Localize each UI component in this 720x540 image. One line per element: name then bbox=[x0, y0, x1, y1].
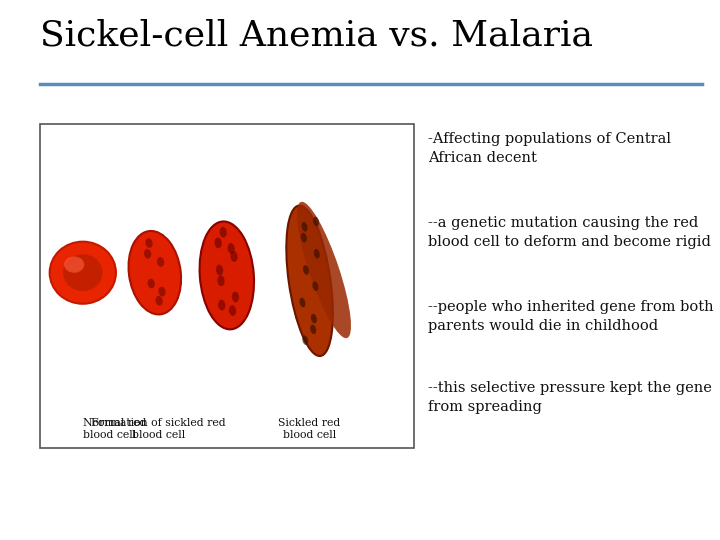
Ellipse shape bbox=[303, 265, 309, 275]
Ellipse shape bbox=[64, 256, 84, 273]
Ellipse shape bbox=[157, 257, 164, 267]
Ellipse shape bbox=[158, 287, 166, 296]
Ellipse shape bbox=[287, 206, 333, 356]
Bar bbox=[40, 124, 414, 448]
Text: --this selective pressure kept the gene
from spreading: --this selective pressure kept the gene … bbox=[428, 381, 712, 414]
Ellipse shape bbox=[311, 314, 317, 323]
Ellipse shape bbox=[310, 325, 316, 334]
Text: Sickel-cell Anemia vs. Malaria: Sickel-cell Anemia vs. Malaria bbox=[40, 18, 593, 52]
Ellipse shape bbox=[229, 305, 236, 316]
Ellipse shape bbox=[145, 238, 153, 248]
Ellipse shape bbox=[156, 296, 163, 306]
Ellipse shape bbox=[199, 221, 254, 329]
Text: Sickled red
blood cell: Sickled red blood cell bbox=[279, 418, 341, 440]
Ellipse shape bbox=[215, 238, 222, 248]
Text: Normal red
blood cell: Normal red blood cell bbox=[83, 418, 146, 440]
Ellipse shape bbox=[301, 233, 307, 242]
Ellipse shape bbox=[216, 265, 223, 275]
Ellipse shape bbox=[228, 243, 235, 254]
Text: --people who inherited gene from both
parents would die in childhood: --people who inherited gene from both pa… bbox=[428, 300, 714, 333]
Ellipse shape bbox=[300, 298, 305, 307]
Ellipse shape bbox=[218, 300, 225, 310]
Text: Formation of sickled red
blood cell: Formation of sickled red blood cell bbox=[91, 418, 225, 440]
Ellipse shape bbox=[312, 281, 318, 291]
Ellipse shape bbox=[297, 202, 351, 338]
Ellipse shape bbox=[129, 231, 181, 314]
Ellipse shape bbox=[302, 222, 307, 232]
Ellipse shape bbox=[314, 249, 320, 259]
Ellipse shape bbox=[313, 217, 319, 226]
Ellipse shape bbox=[50, 241, 116, 303]
Ellipse shape bbox=[220, 227, 227, 238]
Text: --a genetic mutation causing the red
blood cell to deform and become rigid: --a genetic mutation causing the red blo… bbox=[428, 216, 711, 249]
Text: -Affecting populations of Central
African decent: -Affecting populations of Central Africa… bbox=[428, 132, 671, 165]
Ellipse shape bbox=[144, 249, 151, 259]
Ellipse shape bbox=[217, 275, 225, 286]
Ellipse shape bbox=[63, 254, 103, 291]
Ellipse shape bbox=[230, 251, 238, 262]
Ellipse shape bbox=[232, 292, 239, 302]
Ellipse shape bbox=[302, 335, 308, 345]
Ellipse shape bbox=[148, 279, 155, 288]
